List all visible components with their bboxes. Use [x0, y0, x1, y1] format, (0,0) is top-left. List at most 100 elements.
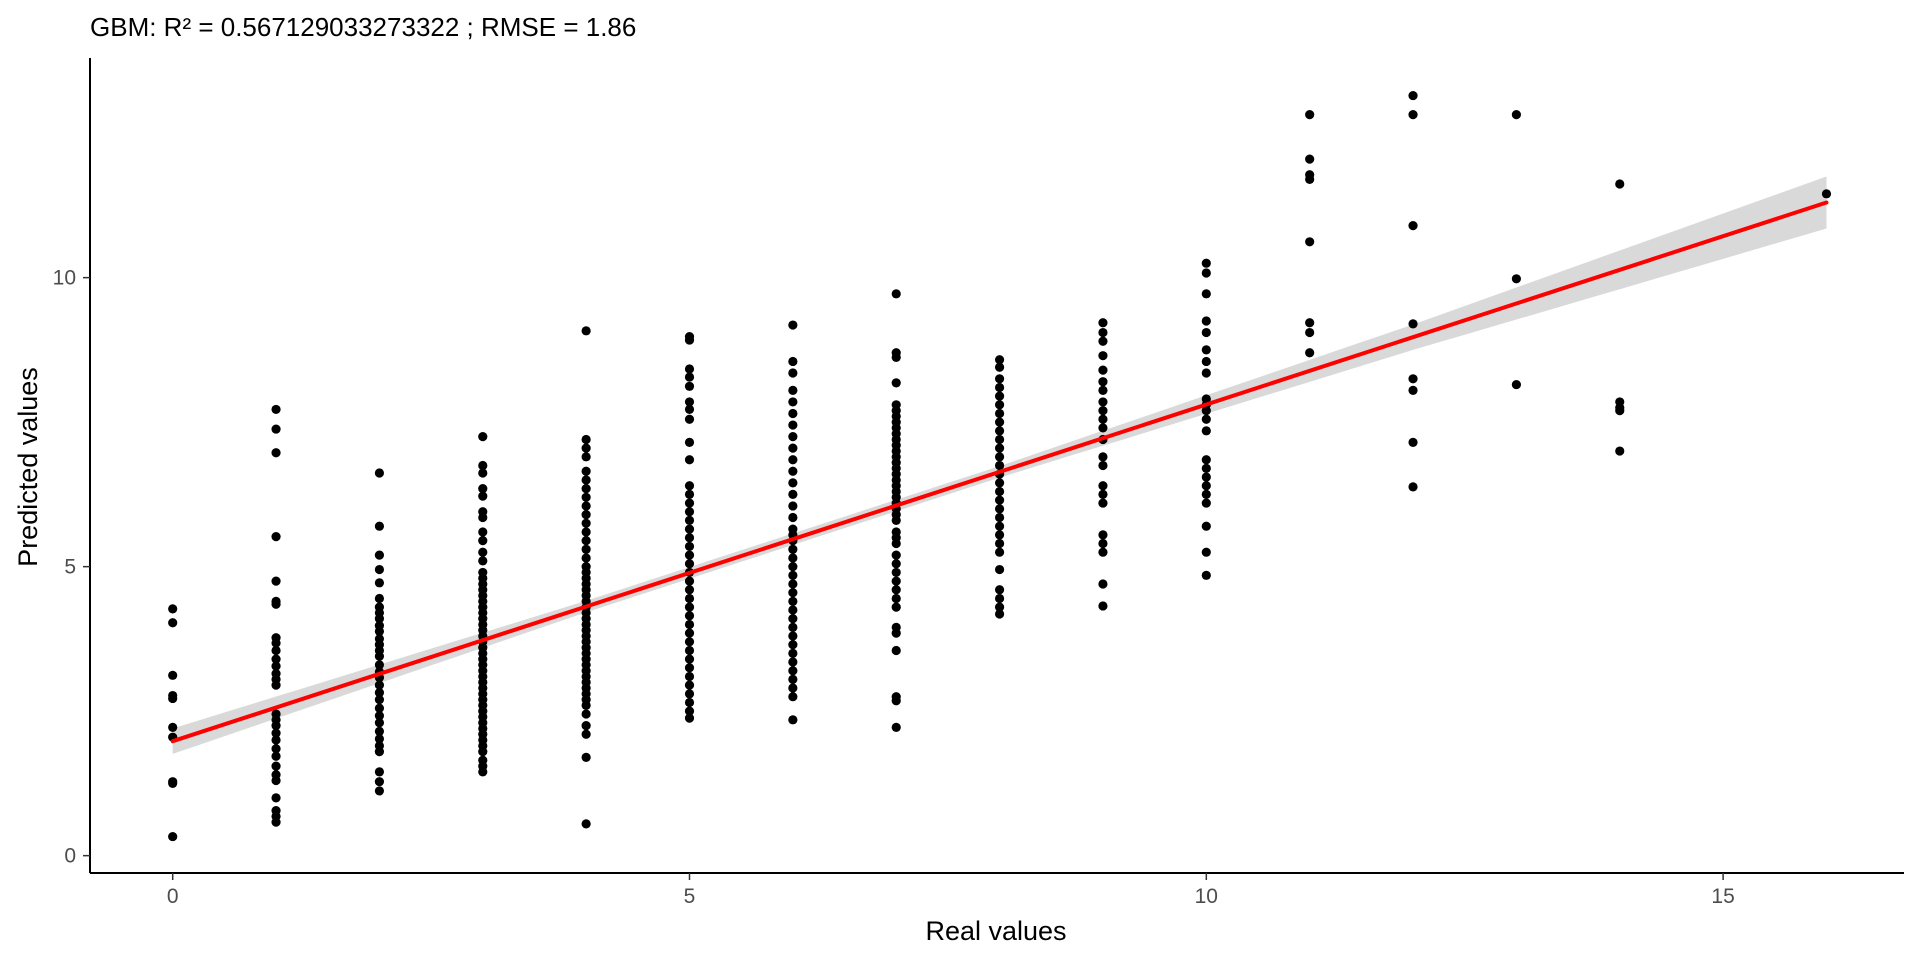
y-tick-label: 10 [53, 267, 76, 290]
data-point [684, 397, 695, 407]
data-point [891, 585, 901, 595]
data-point [1201, 463, 1211, 473]
data-point [994, 434, 1005, 445]
data-point [994, 547, 1005, 557]
data-point [788, 683, 798, 693]
data-point [581, 527, 591, 537]
data-point [1098, 397, 1108, 407]
data-point [581, 475, 591, 485]
data-point [374, 651, 385, 661]
data-point [1305, 237, 1315, 247]
data-point [1511, 110, 1521, 120]
data-point [374, 626, 385, 636]
data-point [1511, 274, 1521, 284]
data-point [788, 640, 798, 650]
data-point [1201, 472, 1211, 482]
data-point [374, 726, 385, 736]
data-point [684, 697, 695, 708]
data-point [788, 692, 798, 702]
data-point [684, 671, 695, 682]
data-point [1201, 547, 1211, 557]
data-point [684, 559, 695, 569]
data-point [788, 715, 798, 725]
data-point [168, 778, 178, 789]
data-point [684, 706, 695, 716]
data-point [684, 663, 695, 673]
data-point [891, 602, 901, 612]
data-point [1201, 570, 1211, 580]
data-point [374, 593, 385, 604]
data-point [788, 501, 798, 511]
data-point [994, 426, 1005, 436]
data-point [994, 504, 1005, 514]
data-point [994, 593, 1005, 604]
data-point [271, 424, 281, 434]
data-point [684, 576, 695, 586]
data-point [374, 578, 385, 588]
data-point [684, 611, 695, 621]
data-point [788, 512, 798, 523]
data-point [581, 752, 591, 762]
data-point [994, 400, 1005, 410]
data-point [1408, 385, 1418, 395]
data-point [994, 538, 1005, 549]
data-point [478, 460, 488, 471]
data-point [374, 468, 385, 478]
data-point [271, 680, 281, 690]
data-point [271, 751, 281, 761]
data-point [374, 660, 385, 670]
x-tick-label: 10 [1195, 885, 1218, 908]
data-point [788, 605, 798, 615]
y-axis-ticks: 0 5 10 [53, 267, 90, 868]
data-point [788, 455, 798, 465]
data-point [994, 585, 1005, 595]
data-point [891, 645, 901, 656]
data-point [1201, 426, 1211, 436]
data-point [1098, 405, 1108, 416]
data-point [1098, 460, 1108, 471]
data-point [891, 722, 901, 732]
data-point [788, 570, 798, 580]
data-point [581, 466, 591, 476]
data-point [1821, 189, 1832, 199]
data-point [478, 468, 488, 478]
data-point [994, 355, 1005, 365]
data-point [788, 553, 798, 563]
data-point [1098, 365, 1108, 375]
data-point [581, 484, 591, 494]
data-point [581, 729, 591, 739]
data-point [581, 434, 591, 445]
data-point [478, 536, 488, 546]
data-point [891, 593, 901, 604]
data-point [1098, 377, 1108, 387]
data-point [478, 556, 488, 566]
data-point [1201, 368, 1211, 378]
data-point [1098, 327, 1108, 338]
data-point [1305, 110, 1315, 120]
data-point [271, 599, 281, 609]
data-point [1305, 348, 1315, 358]
data-point [581, 553, 591, 563]
data-point [788, 320, 798, 330]
regression-line [170, 200, 1829, 744]
data-point [1098, 498, 1108, 508]
data-point [478, 431, 488, 442]
data-point [994, 495, 1005, 505]
data-point [788, 588, 798, 598]
data-point [1305, 174, 1315, 184]
data-point [891, 289, 901, 299]
data-point [1201, 489, 1211, 500]
data-point [1201, 258, 1211, 268]
data-point [581, 443, 591, 453]
data-point [581, 518, 591, 528]
data-point [271, 721, 281, 731]
data-point [374, 711, 385, 721]
data-point [684, 455, 695, 465]
data-point [684, 654, 695, 664]
data-point [1098, 452, 1108, 462]
data-point [1098, 601, 1108, 611]
data-point [684, 645, 695, 656]
data-point [788, 622, 798, 632]
data-point [271, 793, 281, 803]
data-point [994, 460, 1005, 471]
